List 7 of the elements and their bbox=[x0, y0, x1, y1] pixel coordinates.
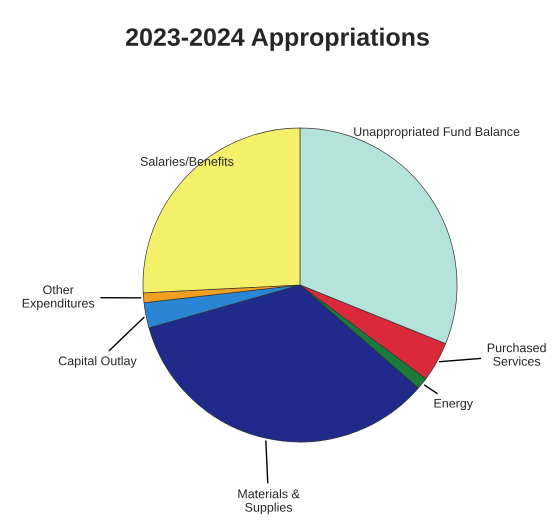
slice-label: Purchased Services bbox=[488, 343, 546, 366]
chart-title: 2023-2024 Appropriations bbox=[126, 28, 429, 51]
slice-label: Materials & Supplies bbox=[238, 489, 300, 514]
slice-label: Capital Outlay bbox=[58, 356, 137, 368]
slice-label: Unappropriated Fund Balance bbox=[354, 126, 520, 139]
slice-label: Energy bbox=[434, 398, 474, 410]
slice-label: Other Expenditures bbox=[22, 285, 94, 310]
